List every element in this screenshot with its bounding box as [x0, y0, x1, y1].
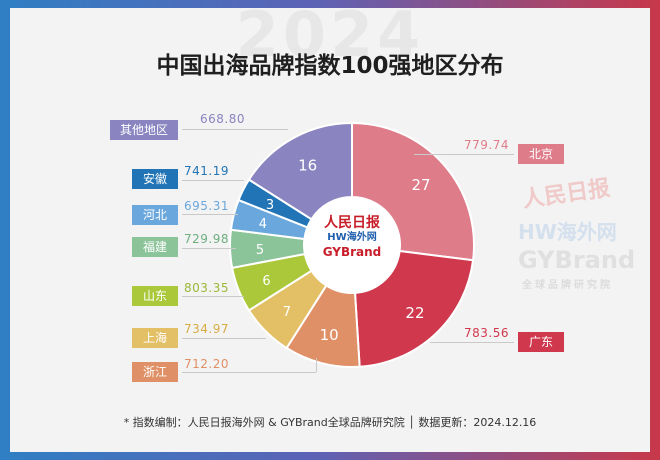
region-label-hebei: 河北 [132, 205, 178, 225]
chart-title: 中国出海品牌指数100强地区分布 [156, 53, 504, 79]
leader-hebei [182, 214, 238, 215]
region-label-guangdong: 广东 [518, 332, 564, 352]
index-value-zhejiang: 712.20 [184, 357, 229, 371]
leader-shandong [182, 296, 244, 297]
index-value-fujian: 729.98 [184, 232, 229, 246]
donut-chart: 27 22 10 7 6 5 4 3 16 [229, 121, 475, 368]
leader-beijing [414, 154, 514, 155]
leader-guangdong [430, 342, 514, 343]
brand-watermark-2: HW海外网 [518, 220, 617, 244]
donut-hole [304, 197, 400, 293]
slice-value-shandong: 6 [262, 274, 270, 289]
leader-anhui [182, 180, 244, 181]
region-label-shandong: 山东 [132, 286, 178, 306]
slice-value-shanghai: 7 [283, 305, 291, 320]
slice-value-anhui: 3 [266, 198, 274, 213]
slice-value-other: 16 [298, 156, 317, 174]
index-value-other: 668.80 [200, 112, 245, 126]
region-label-zhejiang: 浙江 [132, 362, 178, 382]
region-label-anhui: 安徽 [132, 169, 178, 189]
chart-card: 2024 中国出海品牌指数100强地区分布 人民日报 HW海外网 GYBrand… [10, 8, 650, 452]
slice-value-zhejiang: 10 [320, 326, 339, 344]
leader-shanghai [182, 338, 266, 339]
region-label-beijing: 北京 [518, 144, 564, 164]
slice-value-fujian: 5 [256, 243, 264, 258]
logo-text-2: HW海外网 [327, 232, 377, 243]
index-value-hebei: 695.31 [184, 199, 229, 213]
logo-text-3: GYBrand [322, 245, 382, 259]
brand-watermark-3: GYBrand [518, 246, 636, 274]
region-label-fujian: 福建 [132, 237, 178, 257]
slice-value-beijing: 27 [411, 176, 430, 194]
slice-value-hebei: 4 [259, 217, 267, 232]
region-label-shanghai: 上海 [132, 328, 178, 348]
index-value-anhui: 741.19 [184, 164, 229, 178]
region-label-other: 其他地区 [110, 120, 178, 140]
slice-value-guangdong: 22 [405, 304, 424, 322]
leader-fujian [182, 248, 236, 249]
center-logo: 人民日报 HW海外网 GYBrand [312, 215, 392, 260]
leader-zhejiang-v [316, 358, 317, 372]
index-value-beijing: 779.74 [464, 138, 509, 152]
footer-source: * 指数编制：人民日报海外网 & GYBrand全球品牌研究院 │ 数据更新：2… [123, 416, 537, 429]
index-value-shanghai: 734.97 [184, 322, 229, 336]
logo-text-1: 人民日报 [324, 215, 380, 231]
year-watermark: 2024 [235, 8, 425, 71]
index-value-shandong: 803.35 [184, 281, 229, 295]
brand-watermark-4: 全球品牌研究院 [522, 280, 613, 291]
leader-zhejiang [182, 372, 316, 373]
index-value-guangdong: 783.56 [464, 326, 509, 340]
leader-other [182, 129, 288, 130]
